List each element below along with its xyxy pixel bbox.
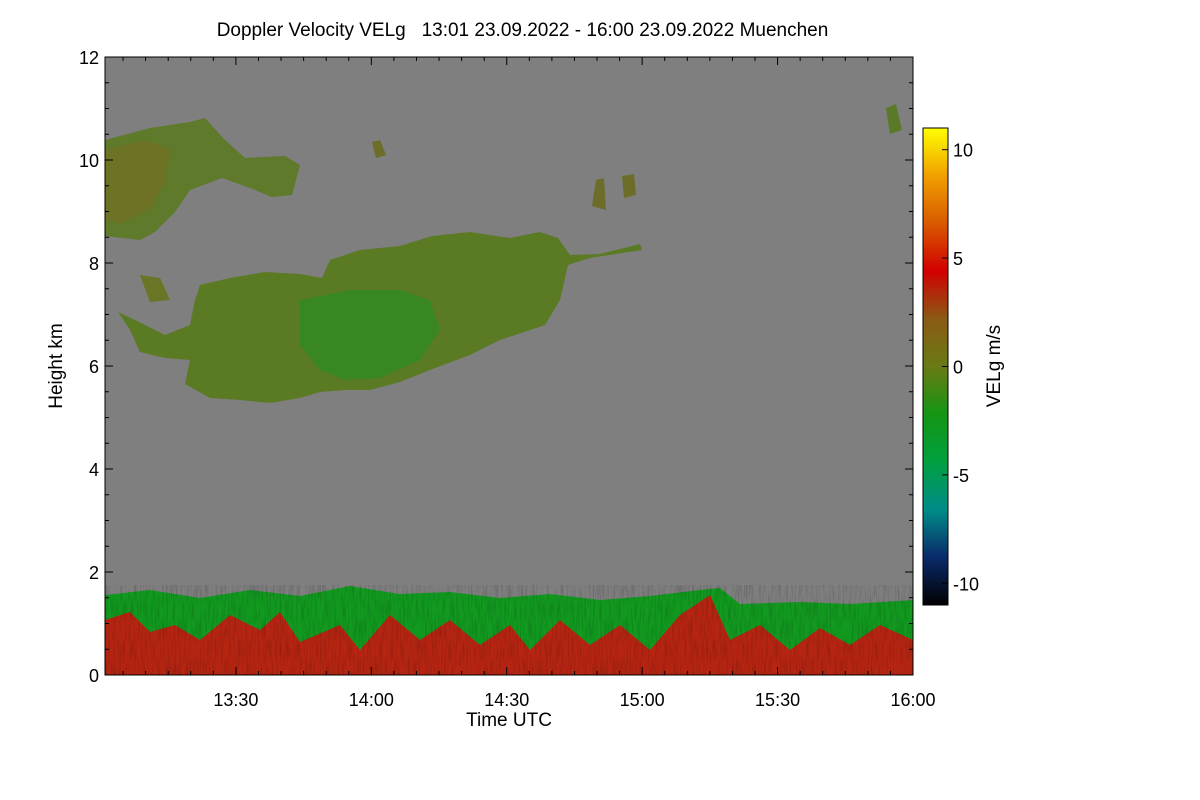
cloud-patch [622, 174, 636, 198]
colorbar-tick-label: -5 [953, 466, 969, 486]
x-tick-label: 16:00 [890, 690, 935, 710]
y-axis: 0 2 4 6 8 10 12 [79, 48, 913, 686]
chart-title: Doppler Velocity VELg 13:01 23.09.2022 -… [216, 20, 829, 41]
x-tick-label: 15:00 [620, 690, 665, 710]
colorbar-tick-label: 5 [953, 249, 963, 269]
x-tick-label: 15:30 [755, 690, 800, 710]
cloud-patch [886, 104, 902, 134]
y-tick-label: 8 [89, 254, 99, 274]
colorbar-axis: 10 5 0 -5 -10 [942, 141, 979, 594]
cloud-patch [592, 178, 606, 210]
x-tick-label: 13:30 [213, 690, 258, 710]
y-tick-label: 4 [89, 460, 99, 480]
x-tick-label: 14:30 [484, 690, 529, 710]
cloud-patch [372, 140, 386, 158]
x-axis-label: Time UTC [466, 710, 552, 731]
y-tick-label: 12 [79, 48, 99, 68]
boundary-layer-texture [105, 585, 913, 675]
y-tick-label: 0 [89, 666, 99, 686]
cloud-patch [140, 275, 170, 302]
x-axis: 13:30 14:00 14:30 15:00 15:30 16:00 [122, 57, 936, 710]
colorbar-tick-label: 0 [953, 358, 963, 378]
y-tick-label: 2 [89, 563, 99, 583]
mid-level-cloud-core [300, 290, 440, 380]
plot-features [105, 104, 913, 675]
y-axis-label: Height km [46, 323, 67, 409]
y-tick-label: 10 [79, 151, 99, 171]
colorbar-tick-label: 10 [953, 141, 973, 161]
upper-cloud-core [105, 140, 170, 224]
x-tick-label: 14:00 [349, 690, 394, 710]
colorbar-label: VELg m/s [984, 325, 1005, 407]
y-tick-label: 6 [89, 357, 99, 377]
colorbar-tick-label: -10 [953, 574, 979, 594]
